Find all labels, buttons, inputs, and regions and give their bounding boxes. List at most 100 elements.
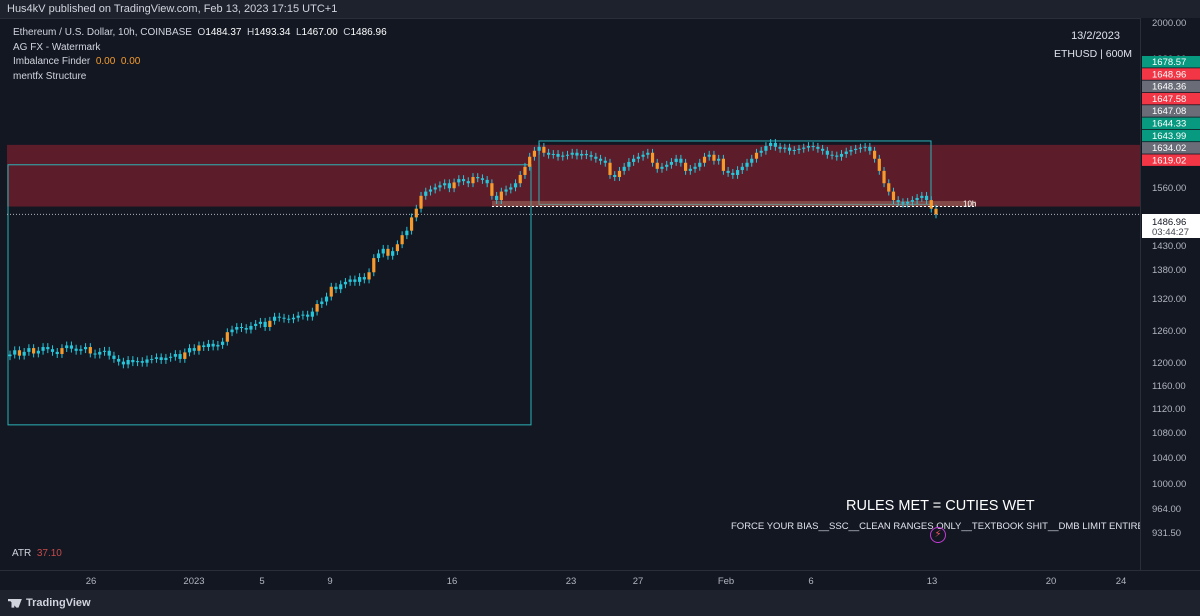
candle-body [367, 272, 371, 280]
candle [206, 339, 211, 351]
candle [679, 154, 683, 167]
price-label: 1648.96 [1152, 69, 1186, 80]
candle [409, 213, 414, 235]
candle-body [650, 152, 655, 163]
candle-body [863, 146, 867, 148]
candle-body [735, 170, 740, 175]
candle-body [901, 202, 905, 204]
candle [740, 162, 744, 174]
candle [367, 268, 371, 284]
rules-annotation: RULES MET = CUTIES WET [846, 498, 1035, 514]
candle-body [471, 177, 475, 184]
candle [844, 147, 848, 158]
time-tick: 26 [86, 576, 97, 587]
last-price-value: 1486.96 [1152, 217, 1186, 228]
candle-body [570, 152, 574, 155]
price-tick: 1120.00 [1152, 404, 1186, 415]
candle [154, 353, 159, 363]
candle-body [929, 200, 933, 209]
candle [613, 171, 617, 181]
candle [802, 143, 806, 153]
candle [901, 198, 905, 208]
candlestick-chart[interactable]: 10h [0, 18, 1140, 570]
chart-area[interactable]: 10h [0, 18, 1140, 570]
candle [821, 144, 825, 155]
candle-body [296, 315, 300, 318]
candle-body [731, 172, 735, 175]
atr-legend[interactable]: ATR 37.10 [12, 548, 62, 559]
indicator-structure[interactable]: mentfx Structure [13, 70, 87, 82]
candle [513, 179, 518, 192]
candle [55, 347, 59, 358]
price-axis[interactable]: 2000.001880.001560.001490.001430.001380.… [1140, 18, 1200, 570]
candle [731, 169, 735, 179]
candle [291, 313, 296, 324]
price-axis-svg[interactable]: 2000.001880.001560.001490.001430.001380.… [1141, 18, 1200, 570]
indicator-watermark[interactable]: AG FX - Watermark [13, 41, 101, 53]
candle [915, 194, 919, 204]
symbol-row[interactable]: Ethereum / U.S. Dollar, 10h, COINBASE O1… [13, 26, 387, 41]
time-axis-svg[interactable]: 26 2023 5 9 16 23 27 Feb 6 13 20 24 [0, 571, 1140, 591]
candle-body [164, 357, 168, 361]
candle [924, 191, 929, 204]
candle-body [192, 348, 196, 351]
candle-body [910, 200, 914, 202]
candle [787, 143, 792, 155]
price-label: 1619.02 [1152, 155, 1186, 166]
price-tick: 931.50 [1152, 528, 1181, 539]
candle [920, 191, 924, 202]
candle [41, 343, 45, 355]
candle [126, 356, 130, 369]
candle [221, 337, 225, 349]
candle [858, 143, 863, 153]
indicator-imbalance[interactable]: Imbalance Finder 0.00 0.00 [13, 55, 387, 70]
candle-body [546, 152, 551, 155]
price-tick: 1320.00 [1152, 294, 1186, 305]
candle [872, 146, 877, 163]
candle-body [872, 150, 877, 159]
candle [277, 312, 281, 322]
candle-body [424, 191, 428, 196]
candle-body [334, 286, 338, 290]
time-axis[interactable]: 26 2023 5 9 16 23 27 Feb 6 13 20 24 [0, 570, 1200, 591]
candle [570, 148, 574, 159]
candle-body [674, 158, 678, 162]
price-label: 1648.36 [1152, 82, 1186, 93]
candle [46, 343, 50, 354]
candle [655, 158, 659, 173]
flash-icon[interactable]: ⚡ [930, 527, 946, 543]
candle [773, 139, 777, 151]
candle-body [131, 360, 135, 363]
candle [329, 282, 333, 301]
candle-body [93, 353, 97, 355]
candle-body [740, 166, 744, 171]
candle-body [239, 326, 244, 329]
candle-body [584, 153, 588, 156]
candle [854, 144, 858, 154]
candle-body [844, 151, 848, 154]
tradingview-logo[interactable]: TradingView [8, 597, 91, 609]
candle-body [896, 200, 900, 203]
candle [310, 307, 314, 321]
symbol-name[interactable]: Ethereum / U.S. Dollar, 10h, COINBASE [13, 27, 192, 38]
candle-body [140, 361, 144, 363]
candle-body [698, 162, 702, 167]
candle-body [580, 153, 584, 156]
price-label-bg [1142, 56, 1200, 68]
close-label: C [343, 27, 351, 38]
candle [594, 152, 598, 163]
close-value: 1486.96 [350, 27, 387, 38]
candle [22, 347, 26, 360]
candle [561, 151, 565, 161]
candle-body [287, 318, 291, 320]
candle [447, 179, 451, 193]
time-tick: 27 [633, 576, 644, 587]
candle-body [877, 158, 881, 171]
candle [315, 300, 319, 316]
candle-body [112, 355, 116, 359]
price-tick: 1000.00 [1152, 479, 1186, 490]
candle [863, 142, 867, 152]
candle-body [490, 183, 494, 196]
candle-body [83, 347, 88, 350]
candle [187, 344, 192, 357]
